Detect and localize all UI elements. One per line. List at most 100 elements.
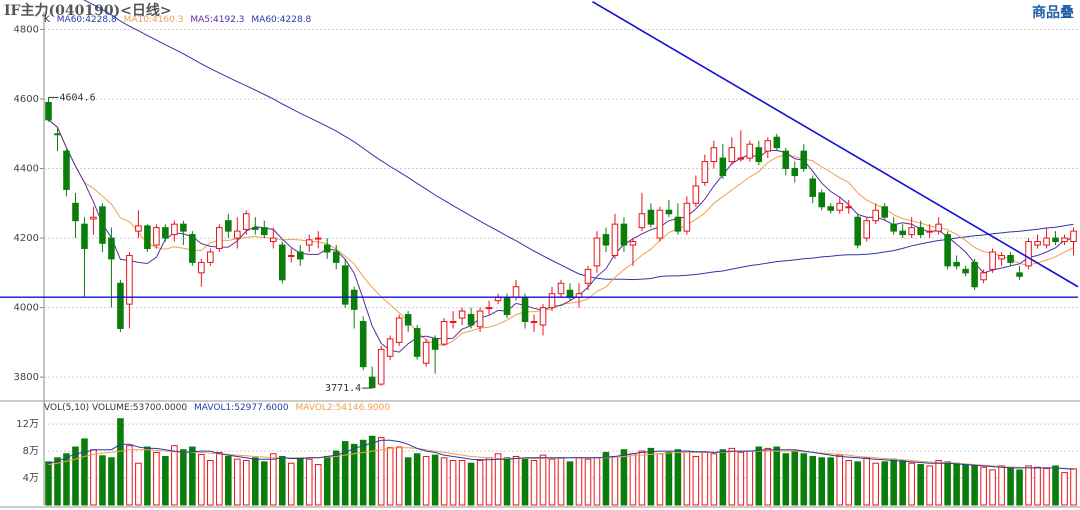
candle-body bbox=[72, 202, 79, 222]
volume-bar bbox=[135, 462, 142, 506]
candle-body bbox=[602, 234, 610, 246]
volume-bar bbox=[225, 455, 232, 506]
legend-volume: VOL(5,10) VOLUME:53700.0000 bbox=[44, 403, 188, 413]
volume-bar bbox=[1070, 468, 1077, 506]
volume-bar bbox=[323, 455, 331, 506]
candle-body bbox=[593, 237, 601, 267]
legend-ma5: MA5:4192.3 bbox=[190, 15, 245, 25]
volume-bar bbox=[476, 460, 484, 506]
volume-bar bbox=[1043, 468, 1050, 506]
candle-body bbox=[395, 317, 403, 343]
volume-bar bbox=[440, 457, 448, 506]
volume-bar bbox=[584, 458, 592, 506]
candle-body bbox=[162, 227, 169, 239]
candle-body bbox=[485, 307, 493, 310]
candle-body bbox=[845, 206, 853, 209]
candle-body bbox=[350, 289, 358, 310]
ma5-line bbox=[48, 119, 1074, 353]
volume-bar bbox=[773, 446, 781, 506]
volume-bar bbox=[845, 460, 853, 506]
volume-bar bbox=[503, 457, 511, 506]
volume-bar bbox=[593, 457, 601, 506]
legend-k: K bbox=[44, 15, 50, 25]
volume-bar bbox=[494, 453, 502, 506]
volume-bar bbox=[252, 457, 259, 506]
candle-body bbox=[881, 206, 888, 218]
candle-body bbox=[117, 282, 124, 329]
candle-body bbox=[252, 227, 259, 230]
candle-body bbox=[126, 254, 133, 305]
volume-bar bbox=[521, 458, 529, 506]
volume-bar bbox=[278, 455, 286, 506]
volume-bar bbox=[467, 462, 475, 506]
candle-body bbox=[45, 101, 52, 121]
volume-bar bbox=[117, 418, 124, 506]
candle-body bbox=[171, 223, 178, 236]
volume-bar bbox=[377, 437, 385, 506]
volume-bar bbox=[908, 462, 915, 506]
volume-bar bbox=[809, 455, 817, 506]
candle-body bbox=[530, 321, 538, 324]
volume-bar bbox=[395, 446, 403, 506]
volume-bar bbox=[368, 435, 376, 506]
candle-body bbox=[476, 310, 484, 328]
volume-bar bbox=[108, 457, 115, 506]
candle-body bbox=[1052, 237, 1059, 243]
candle-body bbox=[1061, 237, 1068, 243]
volume-bar bbox=[243, 460, 250, 506]
volume-bar bbox=[737, 451, 745, 506]
volume-bar bbox=[539, 454, 547, 506]
volume-tick-label: 8万 bbox=[23, 446, 39, 457]
candle-body bbox=[800, 150, 808, 170]
candle-body bbox=[1007, 254, 1014, 263]
volume-bar bbox=[234, 458, 241, 506]
candle-body bbox=[953, 261, 960, 267]
volume-bar bbox=[350, 443, 358, 506]
volume-bar bbox=[90, 449, 97, 506]
candle-body bbox=[368, 376, 376, 389]
candle-body bbox=[944, 234, 951, 267]
volume-bar bbox=[296, 457, 304, 506]
volume-bar bbox=[287, 462, 295, 506]
candle-body bbox=[872, 209, 879, 222]
volume-bar bbox=[953, 462, 960, 506]
mavol1-line bbox=[48, 439, 1074, 470]
candle-body bbox=[935, 223, 942, 232]
volume-bar bbox=[449, 460, 457, 506]
volume-bar bbox=[207, 460, 214, 506]
volume-bar bbox=[854, 461, 862, 506]
candle-body bbox=[386, 338, 394, 357]
candle-body bbox=[962, 268, 969, 274]
overlay-menu-label[interactable]: 商品叠 bbox=[1032, 5, 1074, 21]
candle-body bbox=[674, 216, 682, 232]
volume-bar bbox=[620, 449, 628, 506]
candle-body bbox=[980, 272, 987, 281]
volume-bar bbox=[710, 453, 718, 506]
candle-body bbox=[449, 321, 457, 324]
candle-body bbox=[54, 133, 61, 136]
candle-body bbox=[647, 209, 655, 225]
volume-bar bbox=[386, 447, 394, 506]
volume-bar bbox=[45, 461, 52, 506]
candle-body bbox=[746, 143, 754, 159]
volume-bar bbox=[216, 451, 223, 506]
candle-body bbox=[234, 230, 241, 239]
volume-bar bbox=[764, 447, 772, 506]
candle-body bbox=[692, 185, 700, 204]
candle-body bbox=[225, 220, 232, 232]
volume-bar bbox=[575, 457, 583, 506]
volume-bar bbox=[557, 457, 565, 506]
volume-bar bbox=[647, 447, 655, 506]
volume-bar bbox=[153, 451, 160, 506]
volume-bar bbox=[836, 454, 844, 506]
candle-body bbox=[566, 289, 574, 298]
candle-body bbox=[1070, 230, 1077, 243]
candle-body bbox=[153, 227, 160, 246]
candle-body bbox=[359, 321, 367, 368]
volume-bar bbox=[566, 461, 574, 506]
candle-body bbox=[189, 234, 196, 263]
volume-bar bbox=[458, 460, 466, 506]
volume-bar bbox=[180, 449, 187, 506]
volume-tick-label: 12万 bbox=[16, 419, 39, 430]
